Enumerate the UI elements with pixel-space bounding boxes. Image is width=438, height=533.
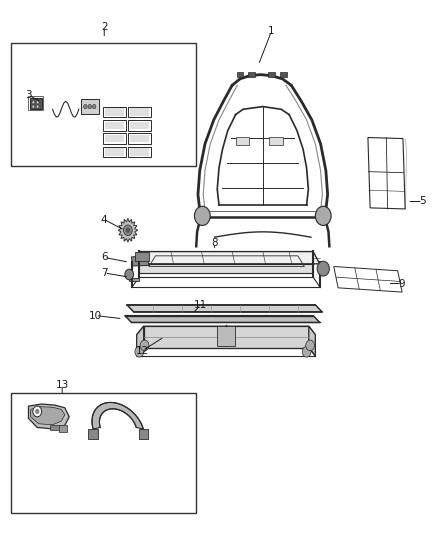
Bar xyxy=(11,393,196,513)
Polygon shape xyxy=(118,219,138,242)
Bar xyxy=(105,108,124,116)
Bar xyxy=(236,137,249,145)
Circle shape xyxy=(36,105,39,108)
Bar xyxy=(130,135,149,142)
Circle shape xyxy=(35,409,39,414)
Bar xyxy=(50,425,61,430)
Polygon shape xyxy=(31,407,65,425)
Circle shape xyxy=(317,261,329,276)
Circle shape xyxy=(88,104,92,109)
Bar xyxy=(59,425,67,432)
Circle shape xyxy=(84,104,87,109)
Text: 1: 1 xyxy=(268,26,275,36)
Polygon shape xyxy=(125,316,320,322)
Text: 5: 5 xyxy=(419,197,426,206)
Polygon shape xyxy=(28,404,69,429)
Bar xyxy=(130,122,149,129)
Bar xyxy=(130,108,149,116)
Bar xyxy=(88,429,98,439)
Circle shape xyxy=(32,101,35,104)
Bar xyxy=(128,147,151,157)
Polygon shape xyxy=(309,326,315,356)
Circle shape xyxy=(124,225,132,236)
Polygon shape xyxy=(137,326,315,335)
Bar xyxy=(217,326,235,346)
Polygon shape xyxy=(144,326,309,348)
Polygon shape xyxy=(131,256,149,266)
Text: 10: 10 xyxy=(89,311,102,320)
Bar xyxy=(139,429,148,439)
Bar xyxy=(11,43,196,166)
Bar xyxy=(30,98,42,109)
Polygon shape xyxy=(137,326,144,356)
Bar xyxy=(268,72,275,77)
Circle shape xyxy=(32,105,35,108)
Polygon shape xyxy=(139,264,313,273)
Polygon shape xyxy=(92,402,143,429)
Text: 11: 11 xyxy=(194,300,207,310)
Bar xyxy=(103,120,126,131)
Bar xyxy=(103,147,126,157)
Bar xyxy=(105,122,124,129)
Circle shape xyxy=(306,340,314,351)
Polygon shape xyxy=(132,252,320,264)
Bar xyxy=(248,72,255,77)
Bar xyxy=(105,148,124,156)
Circle shape xyxy=(315,206,331,225)
Bar xyxy=(130,148,149,156)
Bar xyxy=(28,96,43,110)
Circle shape xyxy=(302,346,311,357)
Circle shape xyxy=(194,206,210,225)
Text: 2: 2 xyxy=(101,22,108,31)
Polygon shape xyxy=(129,274,139,281)
Bar xyxy=(128,107,151,117)
Text: 7: 7 xyxy=(101,268,108,278)
Text: 4: 4 xyxy=(101,215,108,224)
Bar xyxy=(269,137,283,145)
Bar xyxy=(81,99,99,114)
Bar xyxy=(103,107,126,117)
Bar xyxy=(103,133,126,144)
Circle shape xyxy=(125,269,134,280)
Bar xyxy=(280,72,287,77)
Circle shape xyxy=(140,340,149,351)
Text: 3: 3 xyxy=(25,90,32,100)
Circle shape xyxy=(36,101,39,104)
Circle shape xyxy=(92,104,96,109)
Text: 9: 9 xyxy=(399,279,406,288)
Bar xyxy=(135,252,149,261)
Circle shape xyxy=(126,228,130,233)
Bar xyxy=(237,72,243,77)
Text: 8: 8 xyxy=(211,238,218,247)
Text: 6: 6 xyxy=(101,253,108,262)
Bar xyxy=(128,133,151,144)
Text: 13: 13 xyxy=(56,380,69,390)
Text: 12: 12 xyxy=(136,346,149,356)
Bar xyxy=(105,135,124,142)
Bar xyxy=(128,120,151,131)
Circle shape xyxy=(33,406,42,417)
Circle shape xyxy=(135,346,144,357)
Polygon shape xyxy=(127,305,322,312)
